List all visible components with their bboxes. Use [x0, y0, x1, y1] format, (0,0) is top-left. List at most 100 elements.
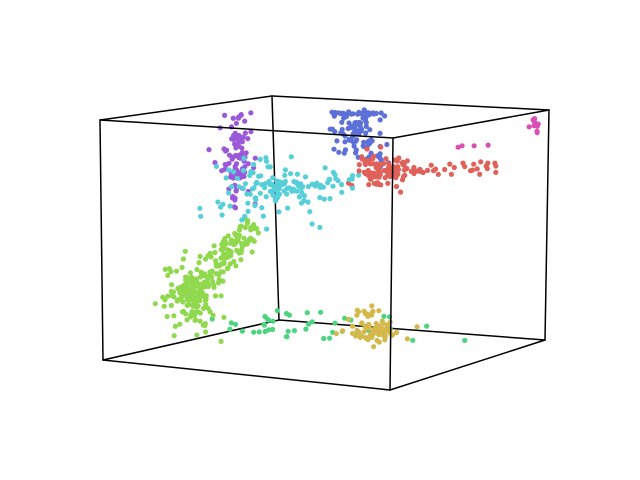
- scatter-point: [327, 335, 333, 341]
- scatter-point: [304, 310, 310, 316]
- scatter-point: [380, 326, 386, 332]
- scatter-point: [263, 194, 269, 200]
- scatter-point: [218, 293, 224, 299]
- scatter-point: [232, 321, 239, 327]
- scatter-point: [354, 312, 360, 318]
- scatter-point: [196, 260, 202, 266]
- scatter-point: [364, 146, 370, 152]
- scatter-point: [484, 166, 490, 172]
- scatter-point: [400, 162, 406, 168]
- scatter-point: [448, 171, 454, 177]
- scatter-point: [226, 152, 233, 158]
- scatter-point: [291, 188, 297, 194]
- scatter-point: [241, 155, 247, 161]
- scatter-point: [309, 221, 315, 227]
- scatter-point: [353, 147, 359, 153]
- scatter-point: [222, 112, 228, 118]
- scatter-point: [343, 114, 349, 120]
- scatter-point: [478, 159, 484, 165]
- scatter-point: [236, 184, 242, 190]
- scatter-point: [248, 224, 254, 230]
- scatter-point: [296, 194, 303, 200]
- scatter-point: [170, 289, 177, 295]
- scatter-point: [305, 199, 311, 205]
- scatter-point: [245, 161, 251, 167]
- scatter-point: [253, 195, 259, 201]
- scatter-point: [349, 185, 355, 191]
- scatter-point: [232, 230, 238, 237]
- scatter-point: [474, 166, 480, 172]
- scatter-point: [245, 208, 251, 214]
- scatter-point: [349, 173, 356, 179]
- scatter-point: [400, 174, 407, 180]
- scatter-point: [239, 246, 245, 252]
- scatter-point: [226, 190, 232, 196]
- scatter-point: [216, 279, 222, 286]
- scatter-point: [188, 312, 194, 318]
- scatter-point: [333, 331, 339, 337]
- scatter-point: [215, 199, 221, 205]
- scatter-point: [321, 335, 327, 342]
- scatter-point: [198, 213, 204, 219]
- scatter-point: [301, 193, 307, 199]
- scatter-point: [378, 144, 384, 150]
- scatter-point: [382, 113, 388, 119]
- scatter-point: [332, 320, 338, 326]
- scatter-point: [200, 322, 206, 328]
- scatter-point: [451, 164, 457, 171]
- box-edge: [271, 95, 280, 321]
- scatter-point: [317, 195, 323, 201]
- box-edge: [102, 319, 280, 361]
- scatter-point: [285, 328, 291, 334]
- scatter-point: [386, 163, 392, 169]
- scatter-point: [531, 123, 537, 129]
- scatter-point: [424, 323, 430, 329]
- scatter-point: [493, 163, 499, 169]
- scatter-point: [471, 143, 477, 149]
- scatter-point: [197, 318, 203, 324]
- scatter-point: [354, 121, 360, 127]
- scatter-point: [322, 165, 328, 171]
- scatter-point: [373, 110, 379, 116]
- scatter-point: [356, 172, 362, 178]
- scatter-point: [367, 127, 373, 133]
- scatter-point: [447, 161, 453, 167]
- scatter-point: [228, 320, 234, 326]
- scatter-point: [442, 166, 448, 173]
- scatter-point: [460, 160, 466, 166]
- scatter-point: [251, 185, 257, 191]
- scatter-point: [187, 270, 193, 276]
- scatter-point: [228, 253, 234, 259]
- scatter-point: [371, 344, 377, 350]
- box-edge: [278, 319, 546, 341]
- scatter-point: [363, 123, 369, 129]
- scatter-point: [329, 126, 335, 132]
- scatter-point: [330, 169, 336, 175]
- scatter-point: [240, 167, 246, 174]
- scatter-point: [294, 179, 300, 185]
- scatter-point: [223, 255, 229, 261]
- scatter-point: [182, 291, 188, 297]
- scatter-point: [165, 293, 171, 299]
- scatter-point: [393, 329, 400, 336]
- scatter-point: [383, 156, 389, 162]
- scatter-point: [477, 171, 483, 177]
- scatter-point: [206, 147, 212, 153]
- scatter-point: [219, 212, 225, 218]
- scatter-point: [180, 256, 186, 262]
- scatter-point: [262, 185, 268, 191]
- scatter-point: [180, 299, 186, 305]
- scatter-point: [291, 328, 298, 334]
- scatter-point: [160, 294, 166, 300]
- scatter-point: [233, 263, 239, 269]
- scatter-point: [171, 333, 177, 339]
- scatter-point: [251, 161, 257, 168]
- scatter-point: [352, 126, 358, 132]
- scatter-point: [534, 128, 540, 134]
- scatter-point: [379, 318, 385, 324]
- scatter-point: [408, 168, 414, 174]
- scatter-point: [218, 247, 224, 253]
- scatter-point: [182, 248, 188, 254]
- scatter-point: [485, 142, 491, 148]
